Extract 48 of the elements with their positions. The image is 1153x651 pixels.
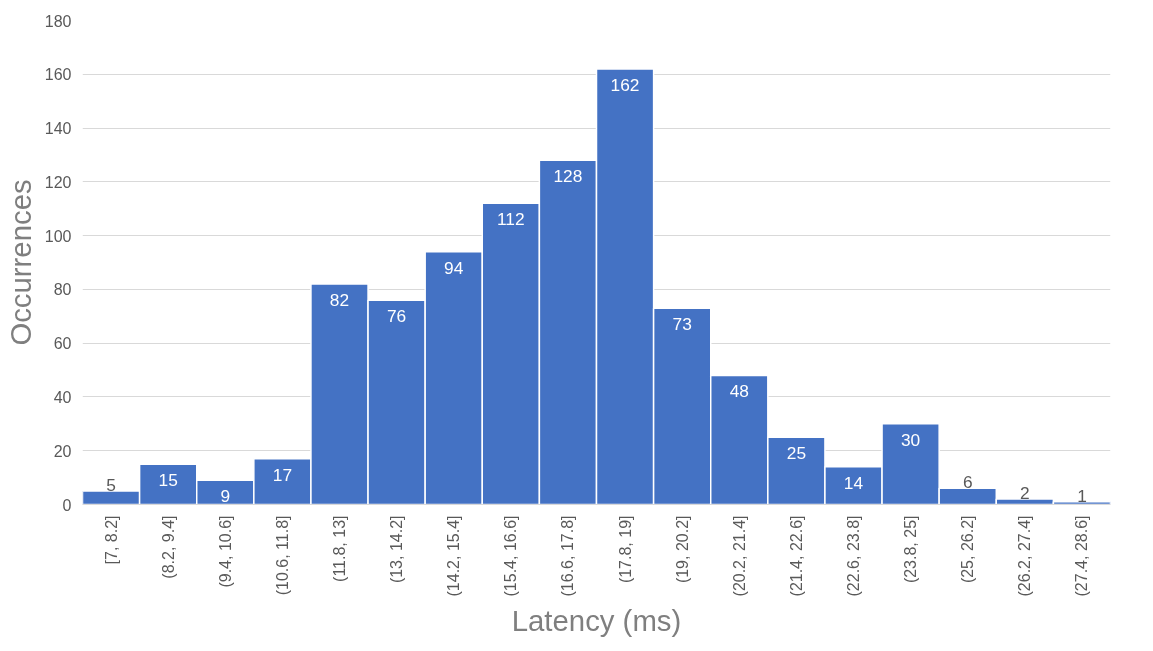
x-tick-label: (26.2, 27.4] <box>1016 515 1034 597</box>
x-tick-label: (10.6, 11.8] <box>273 515 291 596</box>
x-tick-label: (20.2, 21.4] <box>730 515 748 597</box>
data-label: 48 <box>729 381 749 402</box>
y-tick-label: 160 <box>44 66 72 84</box>
data-label: 5 <box>106 475 116 496</box>
y-tick-label: 20 <box>53 442 72 460</box>
y-tick-label: 140 <box>44 120 72 138</box>
x-tick-label: (11.8, 13] <box>331 515 348 582</box>
x-tick-label: (22.6, 23.8] <box>845 515 862 597</box>
x-tick-label: (9.4, 10.6] <box>216 515 234 588</box>
y-axis-title: Occurrences <box>3 179 37 346</box>
x-tick-label: (27.4, 28.6] <box>1073 515 1091 597</box>
data-label: 17 <box>272 464 293 485</box>
data-label: 14 <box>843 472 864 493</box>
x-tick-label: (23.8, 25] <box>902 515 920 584</box>
y-tick-label: 80 <box>53 281 72 299</box>
y-tick-label: 180 <box>44 12 72 30</box>
x-tick-label: (8.2, 9.4] <box>159 515 177 579</box>
data-label: 15 <box>158 470 178 491</box>
x-tick-label: (14.2, 15.4] <box>445 515 463 597</box>
data-label: 128 <box>553 166 583 187</box>
data-label: 2 <box>1020 483 1030 504</box>
data-label: 82 <box>329 290 350 311</box>
data-label: 76 <box>386 306 407 327</box>
x-axis-title: Latency (ms) <box>511 604 682 638</box>
x-tick-label: (13, 14.2] <box>388 515 406 584</box>
data-label: 162 <box>610 74 640 95</box>
x-tick-label: (25, 26.2] <box>959 515 977 584</box>
data-label: 73 <box>672 314 692 335</box>
y-tick-label: 120 <box>44 173 72 191</box>
data-label: 1 <box>1077 485 1087 506</box>
data-label: 25 <box>786 443 807 464</box>
y-tick-label: 60 <box>53 335 72 353</box>
data-label: 6 <box>962 472 973 493</box>
x-tick-label: (15.4, 16.6] <box>502 515 520 597</box>
y-tick-label: 0 <box>62 496 72 514</box>
y-tick-label: 100 <box>44 227 72 245</box>
x-tick-label: (19, 20.2] <box>673 515 691 584</box>
data-label: 112 <box>497 209 525 230</box>
x-tick-label: [7, 8.2] <box>102 515 120 565</box>
data-label: 9 <box>220 486 231 507</box>
data-label: 30 <box>900 429 921 450</box>
x-tick-label: (21.4, 22.6] <box>787 515 805 597</box>
data-label: 94 <box>444 257 464 278</box>
y-tick-label: 40 <box>53 388 72 406</box>
x-tick-label: (16.6, 17.8] <box>559 515 577 597</box>
x-tick-label: (17.8, 19] <box>616 515 634 584</box>
